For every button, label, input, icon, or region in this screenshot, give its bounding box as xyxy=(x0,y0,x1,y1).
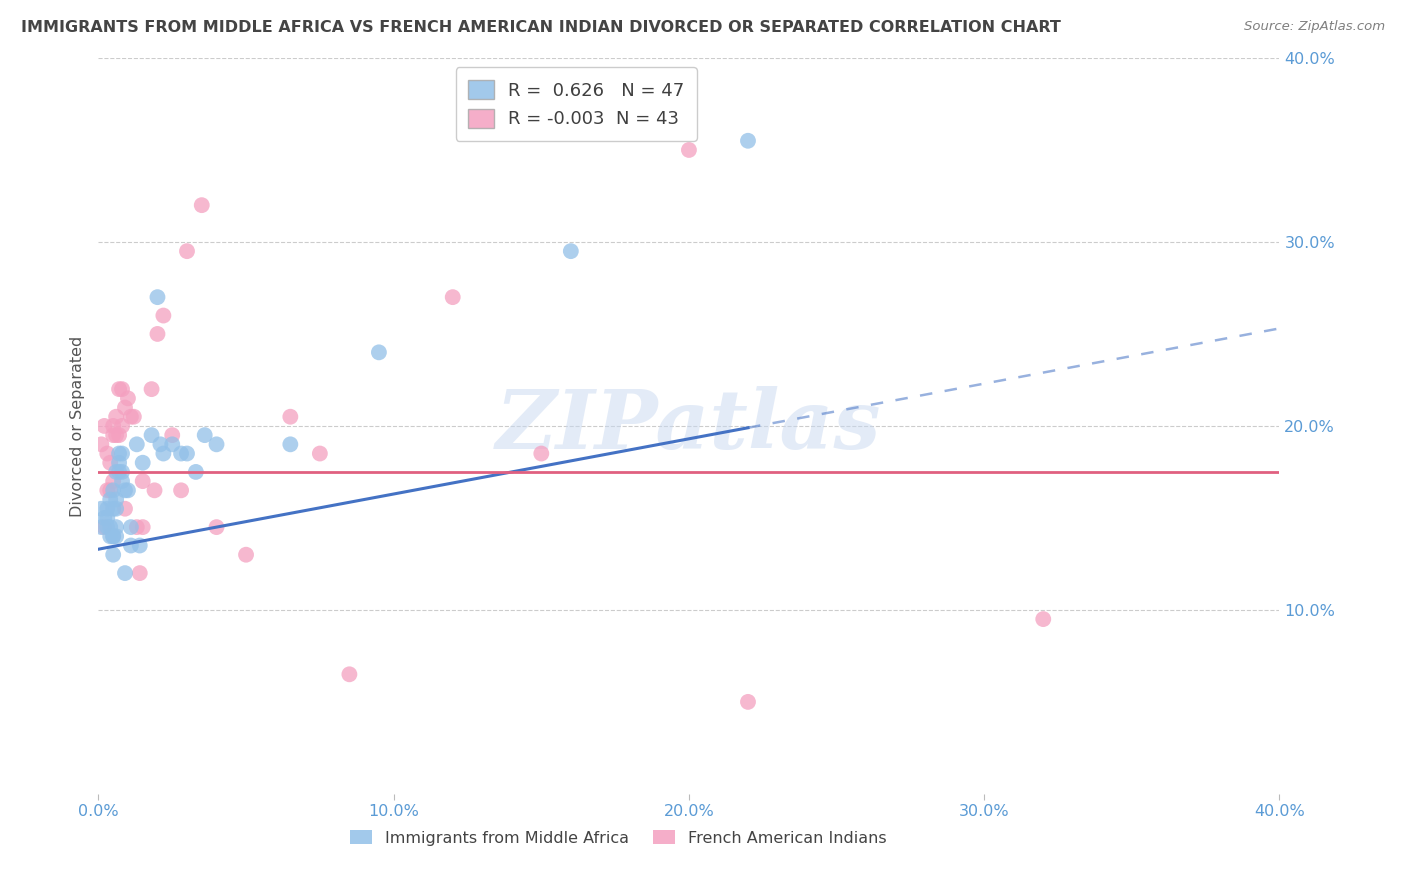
Point xyxy=(103,529,125,543)
Point xyxy=(132,520,155,534)
Point xyxy=(194,428,217,442)
Point xyxy=(114,566,136,581)
Point xyxy=(105,529,128,543)
Point xyxy=(132,456,155,470)
Point xyxy=(98,483,121,498)
Point xyxy=(111,418,134,433)
Legend: Immigrants from Middle Africa, French American Indians: Immigrants from Middle Africa, French Am… xyxy=(343,823,893,852)
Point xyxy=(105,520,128,534)
Point xyxy=(146,326,169,341)
Point xyxy=(108,382,131,396)
Point xyxy=(108,465,131,479)
Point xyxy=(105,409,128,424)
Point xyxy=(93,520,115,534)
Point xyxy=(146,290,169,304)
Point xyxy=(105,492,128,507)
Point xyxy=(98,520,121,534)
Point xyxy=(368,345,391,359)
Point xyxy=(98,492,121,507)
Point xyxy=(96,511,118,525)
Point xyxy=(111,465,134,479)
Y-axis label: Divorced or Separated: Divorced or Separated xyxy=(69,335,84,516)
Point xyxy=(176,446,198,460)
Point xyxy=(441,290,464,304)
Point xyxy=(114,483,136,498)
Point xyxy=(125,437,148,451)
Point xyxy=(184,465,207,479)
Point xyxy=(737,695,759,709)
Point xyxy=(128,539,150,553)
Point xyxy=(205,437,228,451)
Text: Source: ZipAtlas.com: Source: ZipAtlas.com xyxy=(1244,20,1385,33)
Point xyxy=(111,382,134,396)
Point xyxy=(103,501,125,516)
Point xyxy=(737,134,759,148)
Point xyxy=(90,520,112,534)
Point xyxy=(108,456,131,470)
Point xyxy=(128,566,150,581)
Point xyxy=(191,198,214,212)
Point xyxy=(122,409,145,424)
Point xyxy=(162,428,183,442)
Point xyxy=(90,501,112,516)
Point xyxy=(170,483,193,498)
Point xyxy=(152,446,174,460)
Point xyxy=(678,143,700,157)
Point xyxy=(143,483,166,498)
Point xyxy=(90,437,112,451)
Point xyxy=(111,446,134,460)
Point xyxy=(103,418,125,433)
Point xyxy=(309,446,332,460)
Point xyxy=(125,520,148,534)
Point xyxy=(149,437,172,451)
Point xyxy=(103,483,125,498)
Point xyxy=(96,483,118,498)
Point xyxy=(93,418,115,433)
Point xyxy=(96,520,118,534)
Point xyxy=(170,446,193,460)
Point xyxy=(120,520,142,534)
Point xyxy=(103,548,125,562)
Point xyxy=(108,428,131,442)
Point xyxy=(141,382,163,396)
Point xyxy=(280,409,302,424)
Point xyxy=(162,437,183,451)
Point xyxy=(103,529,125,543)
Point xyxy=(103,428,125,442)
Point xyxy=(1032,612,1054,626)
Text: IMMIGRANTS FROM MIDDLE AFRICA VS FRENCH AMERICAN INDIAN DIVORCED OR SEPARATED CO: IMMIGRANTS FROM MIDDLE AFRICA VS FRENCH … xyxy=(21,20,1062,35)
Point xyxy=(141,428,163,442)
Point xyxy=(530,446,553,460)
Point xyxy=(114,401,136,415)
Point xyxy=(560,244,582,259)
Point xyxy=(96,501,118,516)
Point xyxy=(96,446,118,460)
Point xyxy=(105,428,128,442)
Point xyxy=(280,437,302,451)
Point xyxy=(339,667,361,681)
Point xyxy=(98,456,121,470)
Point xyxy=(176,244,198,259)
Point xyxy=(103,474,125,488)
Point xyxy=(152,309,174,323)
Point xyxy=(108,446,131,460)
Point xyxy=(105,465,128,479)
Point xyxy=(93,511,115,525)
Point xyxy=(235,548,257,562)
Point xyxy=(132,474,155,488)
Point xyxy=(105,501,128,516)
Point xyxy=(120,409,142,424)
Point xyxy=(117,483,139,498)
Point xyxy=(114,501,136,516)
Point xyxy=(111,474,134,488)
Text: ZIPatlas: ZIPatlas xyxy=(496,386,882,466)
Point xyxy=(120,539,142,553)
Point xyxy=(117,392,139,406)
Point xyxy=(98,529,121,543)
Point xyxy=(205,520,228,534)
